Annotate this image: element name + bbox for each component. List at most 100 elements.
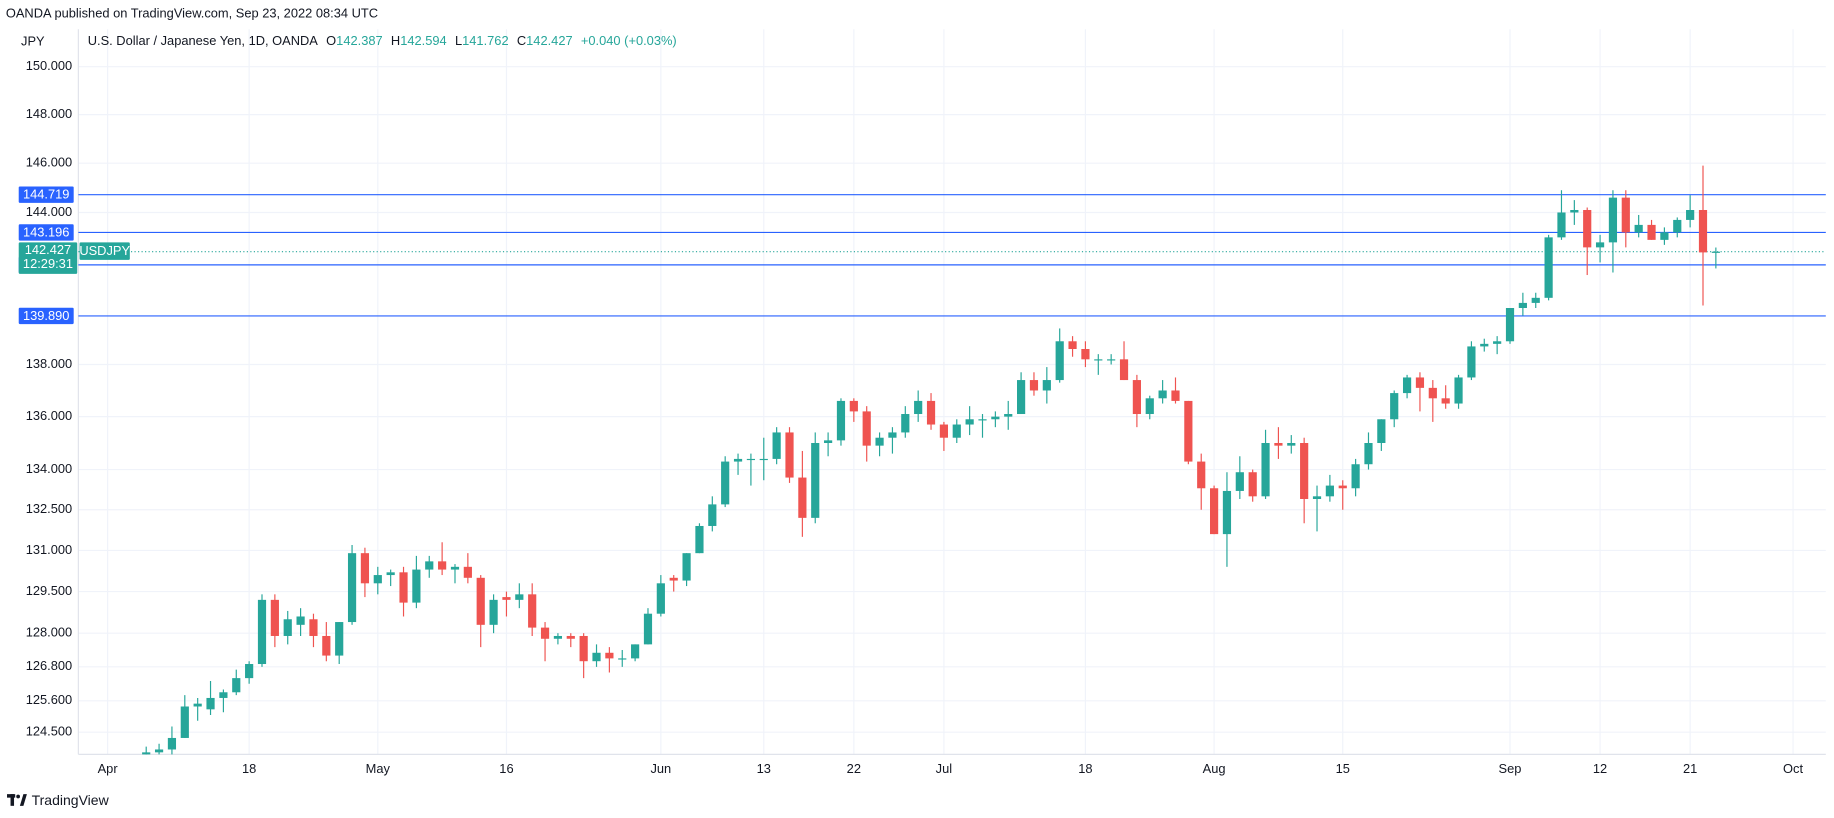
candle-body — [566, 635, 575, 639]
candle-body — [1377, 419, 1386, 444]
candle-body — [1595, 242, 1605, 248]
levels — [78, 194, 1826, 317]
candle-body — [656, 583, 665, 614]
candle-body — [142, 752, 151, 755]
level-label-box — [18, 224, 74, 241]
candle-body — [618, 658, 627, 660]
candle-body — [811, 443, 820, 518]
candle-body — [1094, 359, 1103, 361]
candle-body — [1338, 485, 1347, 489]
candle-body — [412, 569, 421, 603]
candle-body — [824, 440, 833, 444]
candle-body — [965, 419, 974, 425]
candle-body — [360, 553, 370, 584]
candle-body — [335, 622, 344, 656]
candle-body — [373, 575, 382, 584]
candle-body — [1107, 359, 1116, 361]
candle-body — [1300, 443, 1309, 500]
candle-body — [245, 664, 254, 679]
candle-body — [1467, 346, 1476, 378]
candle-body — [1119, 359, 1129, 381]
x-tick-label: 16 — [499, 761, 513, 776]
candle-body — [1287, 443, 1296, 446]
candle-body — [1081, 349, 1090, 360]
x-tick-label: Sep — [1499, 761, 1522, 776]
brand-logo — [7, 794, 27, 806]
candle-body — [1608, 197, 1618, 243]
candle-body — [952, 424, 961, 438]
level-label: 139.890 — [23, 308, 69, 323]
logo-part — [10, 794, 15, 806]
candle-body — [978, 419, 987, 421]
candle-body — [579, 635, 588, 662]
candle-body — [1209, 488, 1219, 535]
candle-body — [682, 553, 691, 581]
candle-body — [1402, 377, 1412, 394]
candle-body — [1029, 380, 1039, 391]
ohlc-letter: L — [455, 33, 462, 48]
x-tick-label: 18 — [242, 761, 256, 776]
candle-body — [1312, 496, 1322, 500]
high-value: 142.594 — [400, 33, 446, 48]
y-tick-label: 146.000 — [26, 155, 72, 170]
candle-body — [1235, 472, 1244, 491]
candle-body — [875, 437, 884, 446]
candle-body — [991, 416, 1000, 420]
candle-body — [553, 635, 563, 639]
candle-body — [489, 599, 498, 625]
candle-body — [1454, 377, 1463, 404]
candle-body — [1351, 464, 1360, 489]
candle-body — [463, 566, 472, 578]
candle-body — [283, 619, 292, 636]
candle-body — [1158, 390, 1167, 399]
candle-body — [1325, 485, 1334, 497]
candle-body — [1557, 212, 1566, 238]
candle-body — [270, 599, 279, 636]
candle-body — [592, 652, 601, 662]
ohlc-letter: O — [326, 33, 336, 48]
candle-body — [1184, 400, 1193, 462]
level-label-box — [18, 186, 74, 203]
x-tick-label: 12 — [1593, 761, 1607, 776]
symbol-label: USDJPY — [79, 243, 130, 258]
candle-body — [643, 613, 653, 645]
candle-body — [1261, 443, 1270, 497]
low-value: 141.762 — [462, 33, 508, 48]
candle-body — [695, 525, 704, 554]
ohlc-letter: C — [517, 33, 526, 48]
candle-body — [1068, 341, 1077, 350]
candle-body — [1145, 398, 1154, 415]
candle-body — [1505, 308, 1515, 342]
x-tick-label: Jul — [936, 761, 952, 776]
labels: 150.000 148.000 146.000 144.000 138.000 136.0… — [18, 58, 1803, 776]
y-tick-label: 124.500 — [26, 724, 72, 739]
candle-body — [386, 572, 395, 576]
candle-body — [836, 400, 846, 441]
candle-body — [669, 577, 678, 581]
candle-body — [1004, 414, 1013, 417]
candle-body — [1480, 343, 1489, 347]
y-tick-label: 125.600 — [26, 692, 72, 707]
candle-body — [219, 692, 228, 698]
candle-body — [540, 627, 550, 639]
candle-body — [1711, 251, 1720, 253]
y-tick-label: 132.500 — [26, 501, 72, 516]
candle-body — [1055, 341, 1064, 381]
price-label: 142.427 — [25, 242, 71, 257]
y-tick-label: 126.800 — [26, 658, 72, 673]
symbol-label-box — [79, 242, 130, 260]
published-note: OANDA published on TradingView.com, Sep … — [6, 5, 378, 20]
legend-line: U.S. Dollar / Japanese Yen, 1D, OANDA O1… — [88, 33, 677, 48]
candle-body — [733, 458, 743, 462]
candle-body — [1647, 224, 1656, 240]
candle-body — [759, 458, 768, 461]
open-value: 142.387 — [336, 33, 382, 48]
candles — [142, 165, 1720, 755]
y-tick-label: 128.000 — [26, 625, 72, 640]
close-value: 142.427 — [526, 33, 572, 48]
price-label-box — [18, 242, 78, 274]
y-tick-label: 138.000 — [26, 356, 72, 371]
candle-body — [1493, 341, 1502, 344]
currency-label: JPY — [21, 33, 45, 48]
candle-body — [926, 400, 936, 425]
